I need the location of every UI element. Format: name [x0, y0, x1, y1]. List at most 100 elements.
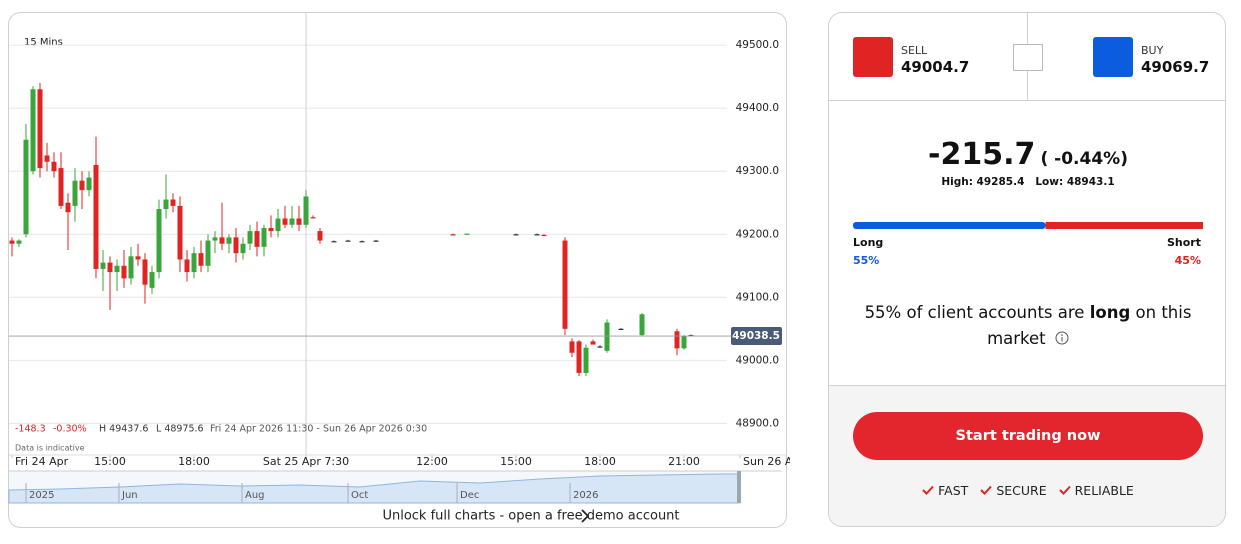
candle-body [674, 331, 680, 349]
change-row: -215.7 ( -0.44%) [829, 137, 1225, 172]
candle-body [184, 259, 190, 273]
candle-body [345, 240, 351, 242]
sell-swatch[interactable] [853, 37, 893, 77]
candle-body [177, 205, 183, 260]
candle-body [149, 272, 155, 288]
candle-body [16, 240, 22, 244]
last-price-label: 49038.5 [732, 330, 780, 342]
candle-body [93, 164, 99, 269]
range-row: High: 49285.4 Low: 48943.1 [829, 176, 1225, 188]
y-tick-label: 49000.0 [736, 354, 779, 366]
feature-label: SECURE [996, 483, 1047, 498]
candle-body [65, 202, 71, 213]
candle-body [107, 262, 113, 273]
features: FAST SECURE RELIABLE [829, 483, 1225, 498]
data-note: Data is indicative [15, 444, 85, 453]
candle-body [450, 234, 456, 236]
candle-body [464, 233, 470, 235]
candle-body [331, 241, 337, 243]
navigator-handle[interactable] [737, 471, 741, 503]
sentiment-segment [1045, 222, 1203, 229]
feature: SECURE [980, 483, 1047, 498]
candle-body [569, 341, 575, 353]
trade-panel: SELL 49004.7 BUY 49069.7 -215.7 ( -0.44%… [828, 12, 1226, 527]
stat-text: Fri 24 Apr 2026 11:30 - Sun 26 Apr 2026 … [210, 424, 427, 435]
x-tick-label: Sat 25 Apr 7:30 [263, 455, 349, 468]
candle-body [86, 177, 92, 191]
stat-text: H 49437.6 [99, 424, 148, 435]
interval-label: 15 Mins [24, 37, 63, 48]
y-tick-label: 49300.0 [736, 165, 779, 177]
candle-body [681, 336, 687, 349]
divider [829, 100, 1225, 101]
stat-text: L 48975.6 [156, 424, 204, 435]
candle-body [261, 227, 267, 247]
demo-link[interactable]: Unlock full charts - open a free demo ac… [382, 509, 679, 524]
navigator-label: 2026 [573, 490, 598, 501]
candle-body [373, 240, 379, 242]
y-tick-label: 49200.0 [736, 228, 779, 240]
plot: 48900.0 49000.0 49100.0 49200.0 49300.0 49400… [9, 13, 790, 468]
check-icon [922, 485, 934, 495]
buy-swatch[interactable] [1093, 37, 1133, 77]
candle-body [191, 253, 197, 273]
feature: RELIABLE [1058, 483, 1134, 498]
candle-body [226, 237, 232, 244]
candle-body [163, 199, 169, 210]
candle-body [513, 234, 519, 236]
feature-label: RELIABLE [1074, 483, 1134, 498]
candle-body [576, 341, 582, 373]
sentence-text: on this [1135, 303, 1192, 322]
candle-body [282, 218, 288, 225]
candle-body [618, 328, 624, 331]
candle-body [100, 262, 106, 269]
candle-body [296, 218, 302, 225]
check-icon [980, 485, 993, 495]
candle-body [37, 89, 43, 169]
candle-body [639, 314, 645, 336]
navigator-label: Jun [121, 490, 138, 501]
chart: 15 Mins Data is indicative Unlock full c… [8, 12, 790, 528]
sentiment-sentence: 55% of client accounts are long on this … [849, 300, 1207, 352]
candle-body [121, 265, 127, 279]
candle-body [590, 341, 596, 345]
candle-body [268, 227, 274, 232]
candle-body [303, 196, 309, 225]
stat-text: -0.30% [53, 424, 87, 435]
x-tick-label: 18:00 [584, 455, 616, 468]
candle-body [72, 180, 78, 206]
candle-body [534, 234, 540, 236]
sentiment-bar [853, 222, 1203, 229]
feature: FAST [922, 483, 968, 498]
candle-body [247, 231, 253, 244]
chevron-icon[interactable] [581, 509, 590, 523]
y-tick-label: 49400.0 [736, 102, 779, 114]
navigator-label: Oct [351, 490, 368, 501]
candle-body [23, 139, 29, 235]
candle-body [128, 256, 134, 279]
candle-body [198, 253, 204, 266]
x-tick-label: Sun 26 A [743, 455, 790, 468]
candle-body [58, 168, 64, 206]
candle-body [562, 240, 568, 329]
x-tick-label: 12:00 [416, 455, 448, 468]
x-tick-label: 18:00 [178, 455, 210, 468]
day-high: High: 49285.4 [941, 176, 1025, 188]
candle-body [359, 241, 365, 243]
candle-body [317, 231, 323, 241]
sentiment-segment [853, 222, 1046, 229]
spread-box [1013, 44, 1043, 71]
candle-body [289, 218, 295, 225]
navigator [8, 470, 782, 504]
last-price-tag [731, 327, 782, 346]
info-icon[interactable] [1055, 331, 1069, 345]
start-trading-button[interactable]: Start trading now [853, 412, 1203, 460]
buy-price: 49069.7 [1141, 58, 1210, 76]
change-percent: ( -0.44%) [1040, 149, 1128, 169]
candle-body [212, 237, 218, 241]
x-tick-label: 15:00 [94, 455, 126, 468]
candle-body [254, 231, 260, 247]
y-tick-label: 48900.0 [736, 417, 779, 429]
candle-body [51, 161, 57, 172]
